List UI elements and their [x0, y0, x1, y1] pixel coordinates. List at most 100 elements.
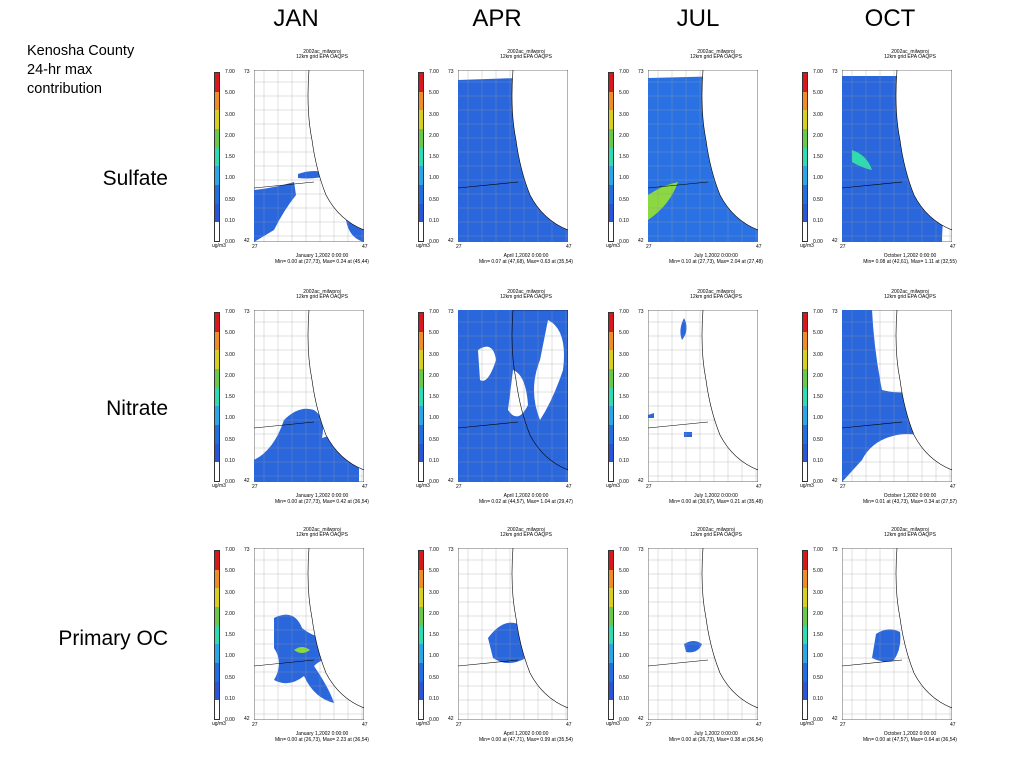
colorbar — [214, 72, 220, 242]
colorbar — [418, 312, 424, 482]
colorbar-tick-label: 5.00 — [813, 568, 823, 575]
colorbar-tick-label: 1.50 — [225, 154, 235, 160]
axis-x-max-label: 47 — [950, 484, 956, 490]
axis-x-min-label: 27 — [252, 722, 258, 728]
figure-caption: Kenosha County 24-hr max contribution — [27, 42, 134, 99]
axis-y-min-label: 42 — [448, 478, 454, 484]
colorbar-tick-label: 1.00 — [429, 415, 439, 422]
colorbar-swatch — [419, 166, 423, 186]
axis-x-max-label: 47 — [362, 484, 368, 490]
colorbar-swatch — [419, 663, 423, 682]
colorbar-tick-label: 0.00 — [225, 479, 235, 485]
axis-x-min-label: 27 — [840, 722, 846, 728]
colorbar-tick-label: 0.10 — [619, 217, 629, 224]
lake-michigan-outline — [895, 548, 952, 709]
colorbar-tick-label: 0.00 — [619, 717, 629, 723]
colorbar-tick-label: 3.00 — [813, 111, 823, 118]
concentration-map — [842, 70, 952, 242]
panel-run-name: 2002ac_milwproj — [303, 289, 341, 295]
axis-y-min-label: 42 — [832, 238, 838, 244]
colorbar-swatch — [215, 331, 219, 351]
colorbar — [418, 72, 424, 242]
month-header-oct: OCT — [864, 5, 916, 32]
colorbar-tick-label: 0.10 — [225, 457, 235, 464]
colorbar-swatch — [215, 625, 219, 645]
map-canvas — [842, 70, 952, 242]
colorbar-swatch — [609, 369, 613, 388]
panel-min-max: Min= 0.08 at (42,61), Max= 1.11 at (32,5… — [863, 259, 957, 265]
colorbar-tick-label: 3.00 — [813, 589, 823, 596]
colorbar-swatch — [609, 406, 613, 426]
colorbar-tick-label: 0.00 — [225, 239, 235, 245]
panel-title: 2002ac_milwproj 12km grid EPA OAQPS — [840, 50, 980, 60]
axis-x-min-label: 27 — [252, 244, 258, 250]
colorbar-swatch — [803, 425, 807, 444]
colorbar-swatch — [803, 129, 807, 148]
colorbar-swatch — [215, 91, 219, 111]
panel-date: July 1,2002 0:00:00 — [694, 493, 738, 499]
colorbar-swatch — [803, 663, 807, 682]
axis-x-max-label: 47 — [756, 484, 762, 490]
colorbar-swatch — [419, 331, 423, 351]
colorbar-swatch — [609, 129, 613, 148]
colorbar-tick-label: 1.00 — [619, 653, 629, 660]
axis-y-max-label: 73 — [448, 309, 454, 315]
colorbar-swatch — [609, 147, 613, 167]
panel-min-max: Min= 0.07 at (47,68), Max= 0.63 at (35,5… — [479, 259, 573, 265]
colorbar-swatch — [215, 369, 219, 388]
colorbar-unit: ug/m3 — [606, 721, 620, 727]
map-canvas — [458, 310, 568, 482]
colorbar-tick-label: 0.10 — [813, 695, 823, 702]
colorbar-tick-label: 0.50 — [225, 436, 235, 443]
axis-x-max-label: 47 — [362, 722, 368, 728]
colorbar-swatch — [419, 147, 423, 167]
colorbar — [608, 550, 614, 720]
colorbar-swatch — [803, 569, 807, 589]
colorbar-tick-label: 0.10 — [619, 695, 629, 702]
colorbar-swatch — [803, 588, 807, 608]
axis-x-min-label: 27 — [456, 722, 462, 728]
state-border — [458, 421, 519, 429]
colorbar-swatch — [215, 203, 219, 223]
axis-x-min-label: 27 — [646, 722, 652, 728]
colorbar-swatch — [419, 607, 423, 626]
colorbar-tick-label: 0.00 — [813, 717, 823, 723]
panel-date: July 1,2002 0:00:00 — [694, 253, 738, 259]
state-border — [648, 181, 709, 189]
concentration-map — [254, 70, 364, 242]
concentration-contour — [648, 413, 654, 418]
colorbar-tick-label: 1.00 — [225, 175, 235, 182]
axis-x-min-label: 27 — [456, 484, 462, 490]
colorbar-swatch — [419, 625, 423, 645]
colorbar-tick-label: 0.50 — [429, 196, 439, 203]
caption-line: 24-hr max — [27, 62, 93, 78]
colorbar-tick-label: 5.00 — [813, 330, 823, 337]
colorbar-tick-label: 1.50 — [619, 154, 629, 160]
colorbar-tick-label: 3.00 — [619, 111, 629, 118]
axis-x-max-label: 47 — [566, 244, 572, 250]
colorbar-swatch — [803, 185, 807, 204]
colorbar-swatch — [215, 185, 219, 204]
panel-grid-name: 12km grid EPA OAQPS — [690, 294, 742, 300]
colorbar-swatch — [803, 73, 807, 92]
colorbar-swatch — [609, 110, 613, 130]
state-border — [458, 659, 519, 667]
axis-x-min-label: 27 — [840, 244, 846, 250]
panel-min-max: Min= 0.00 at (47,57), Max= 0.64 at (36,5… — [863, 737, 957, 743]
lake-michigan-outline — [701, 310, 758, 471]
colorbar-tick-label: 5.00 — [429, 330, 439, 337]
panel-title: 2002ac_milwproj 12km grid EPA OAQPS — [840, 290, 980, 300]
colorbar-swatch — [215, 569, 219, 589]
colorbar-swatch — [215, 129, 219, 148]
axis-x-min-label: 27 — [840, 484, 846, 490]
panel-date: April 1,2002 0:00:00 — [503, 493, 549, 499]
colorbar-swatch — [803, 331, 807, 351]
state-border — [458, 181, 519, 189]
colorbar-tick-label: 2.00 — [813, 610, 823, 617]
colorbar-tick-label: 0.50 — [225, 196, 235, 203]
panel-min-max: Min= 0.00 at (26,73), Max= 0.38 at (36,5… — [669, 737, 763, 743]
colorbar-swatch — [419, 73, 423, 92]
colorbar-unit: ug/m3 — [212, 721, 226, 727]
lake-michigan-outline — [701, 548, 758, 709]
colorbar-swatch — [609, 681, 613, 701]
